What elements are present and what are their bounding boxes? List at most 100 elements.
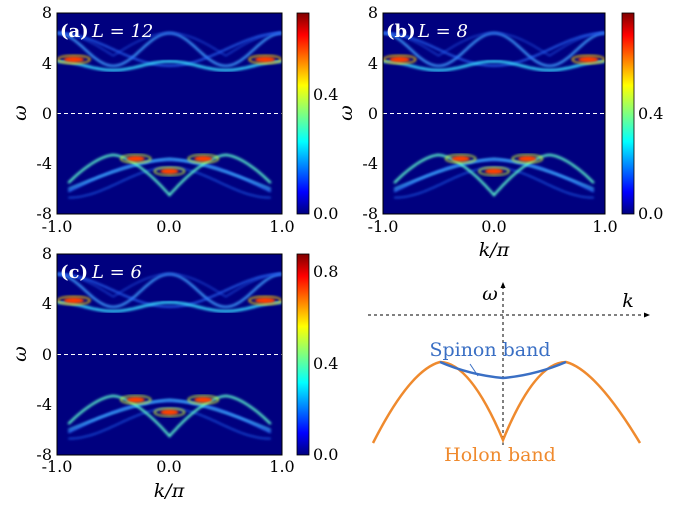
panel-a-spectral-bands [57,31,282,199]
panel-c-cbar-tick-00: 0.0 [313,445,338,464]
lower-hot-halo-1 [187,395,219,405]
panel-a-ylabel: ω [9,105,31,121]
upper-band-edge [383,60,605,72]
panel-b-label: (b) [386,21,416,42]
lower-hot-halo-0 [120,395,152,405]
panel-c-ylabel: ω [9,346,31,362]
lower-band-mid [67,157,272,190]
lower-band-mid [67,398,272,431]
lower-hot-spot-0 [126,396,145,403]
lower-hot-spot-1 [194,396,213,403]
lower-band-top [67,153,272,197]
upper-hot-spot-0 [389,56,410,63]
lower-hot-spot-2 [160,409,179,416]
lower-hot-halo-1 [187,154,219,164]
panel-c-spectral-bands [57,272,282,440]
lower-hot-spot-1 [194,155,213,162]
panel-b-xtick-mid: 0.0 [481,217,506,236]
upper-hot-spot-1 [255,297,276,304]
panel-c-ytick-neg4: -4 [36,395,52,414]
lower-band-top [393,153,595,197]
panel-b-ytick-4: 4 [368,54,378,73]
panel-c-xlabel: k/π [154,480,185,502]
panel-c-cbar-tick-08: 0.8 [313,262,338,281]
holon-band-curve [371,360,642,444]
panel-b-cbar-tick-00: 0.0 [638,204,663,223]
panel-c-ytick-0: 0 [42,345,52,364]
panel-b-background [383,13,605,214]
panel-b-ytick-8: 8 [368,3,378,22]
lower-hot-spot-0 [451,155,470,162]
upper-band-secondary [57,273,282,308]
upper-band-tertiary [57,273,282,298]
panel-a-xtick-right: 1.0 [269,217,294,236]
panel-b-ytick-neg4: -4 [362,154,378,173]
panel-c: (c) L = 6 8 4 0 -4 -8 -1.0 0.0 1.0 ω k/π… [9,244,338,502]
panel-b-xtick-right: 1.0 [592,217,617,236]
panel-b-spectral-bands [383,31,605,199]
panel-b-param: L = 8 [417,21,468,42]
schematic-omega-arrowhead [500,282,506,288]
upper-hot-spot-0 [63,56,84,63]
upper-hot-halo-1 [248,295,282,306]
spinon-pointer [469,363,479,377]
panel-b-ytick-neg8: -8 [362,204,378,223]
lower-hot-halo-2 [153,166,186,176]
panel-b-ylabel: ω [335,105,357,121]
upper-hot-halo-0 [57,54,91,65]
panel-b-colorbar [621,12,635,215]
spinon-band-label: Spinon band [429,339,550,361]
panel-c-label: (c) [60,262,88,283]
panel-c-xtick-mid: 0.0 [156,457,181,476]
holon-band-label: Holon band [444,444,556,466]
panel-a: (a) L = 12 8 4 0 -4 -8 -1.0 0.0 1.0 ω 0.… [9,3,338,236]
upper-hot-halo-1 [571,54,605,65]
upper-hot-halo-1 [248,54,282,65]
upper-hot-spot-1 [255,56,276,63]
panel-a-param: L = 12 [91,21,153,42]
panel-c-cbar-tick-04: 0.4 [313,354,338,373]
lower-hot-spot-2 [485,168,503,175]
panel-a-ytick-4: 4 [42,54,52,73]
panel-c-frame [56,253,283,456]
upper-band-edge [57,60,282,72]
panel-c-colorbar [296,253,310,456]
spinon-band-curve [439,360,567,380]
panel-a-frame [56,12,283,215]
upper-hot-spot-0 [63,297,84,304]
panel-a-xtick-mid: 0.0 [156,217,181,236]
lower-hot-halo-0 [445,154,477,164]
panel-a-ytick-neg8: -8 [36,204,52,223]
upper-hot-halo-0 [383,54,417,65]
upper-band-tertiary [57,32,282,57]
panel-a-cbar-tick-04: 0.4 [313,85,338,104]
lower-hot-halo-2 [478,166,510,176]
panel-c-ytick-neg8: -8 [36,445,52,464]
lower-hot-halo-0 [120,154,152,164]
lower-hot-halo-1 [511,154,543,164]
upper-band-secondary [57,32,282,67]
schematic-panel: ω k Spinon band Holon band [368,282,650,466]
lower-hot-spot-0 [126,155,145,162]
panel-c-ytick-4: 4 [42,294,52,313]
panel-c-xtick-left: -1.0 [42,457,73,476]
lower-hot-spot-1 [518,155,537,162]
upper-band-tertiary [383,32,605,57]
upper-hot-halo-0 [57,295,91,306]
schematic-k-label: k [622,290,634,312]
upper-hot-spot-1 [578,56,599,63]
schematic-k-arrowhead [644,312,650,318]
lower-hot-halo-2 [153,407,186,417]
panel-c-ytick-8: 8 [42,244,52,263]
lower-band-mid [393,157,595,190]
panel-b-ytick-0: 0 [368,104,378,123]
panel-a-ytick-neg4: -4 [36,154,52,173]
lower-hot-spot-2 [160,168,179,175]
panel-a-colorbar [296,12,310,215]
lower-band-top [67,394,272,438]
panel-b-xlabel: k/π [479,239,510,261]
panel-a-label: (a) [60,21,89,42]
panel-c-xtick-right: 1.0 [269,457,294,476]
upper-band-edge [57,301,282,313]
